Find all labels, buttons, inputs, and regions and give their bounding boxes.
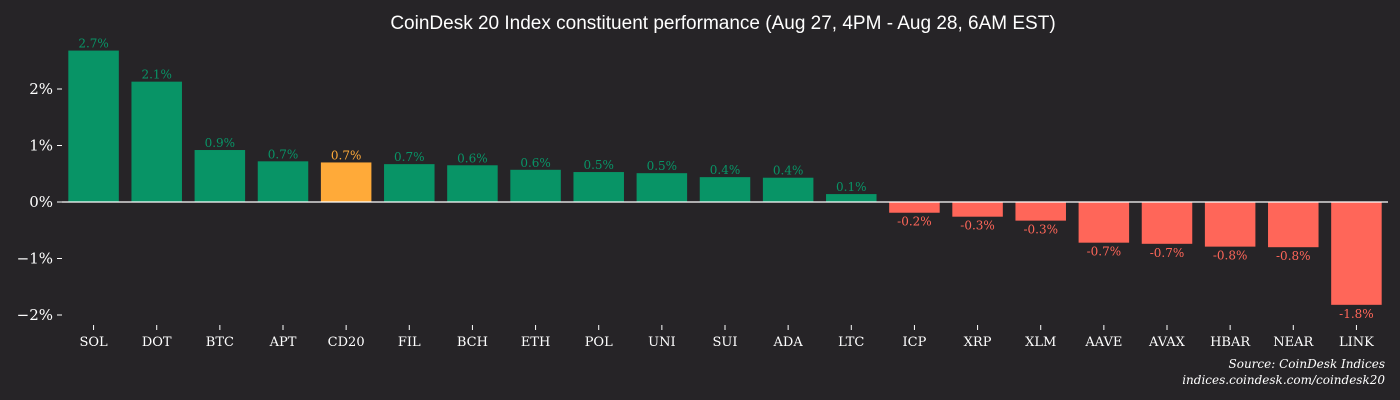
source-line-2: indices.coindesk.com/coindesk20 bbox=[1182, 373, 1385, 387]
data-label-sol: 2.7% bbox=[78, 37, 109, 51]
bar-pol bbox=[573, 172, 624, 202]
x-tick-label-icp: ICP bbox=[903, 335, 927, 350]
data-label-xrp: -0.3% bbox=[960, 219, 995, 233]
bar-bch bbox=[447, 165, 498, 202]
data-label-dot: 2.1% bbox=[141, 68, 172, 82]
x-tick-label-avax: AVAX bbox=[1148, 335, 1186, 350]
bar-ltc bbox=[826, 194, 877, 202]
bar-xrp bbox=[952, 202, 1003, 217]
y-tick-label: −1% bbox=[17, 250, 53, 268]
bar-avax bbox=[1141, 202, 1193, 244]
x-tick-label-aave: AAVE bbox=[1084, 335, 1122, 350]
data-label-eth: 0.6% bbox=[520, 156, 551, 170]
data-label-ltc: 0.1% bbox=[836, 180, 867, 194]
x-tick-label-apt: APT bbox=[269, 335, 297, 350]
bar-btc bbox=[194, 150, 246, 202]
bar-aave bbox=[1078, 202, 1130, 243]
x-tick-label-cd20: CD20 bbox=[328, 335, 365, 350]
y-axis: 2% 1% 0% −1% −2% bbox=[17, 80, 62, 324]
bar-sol bbox=[68, 50, 119, 202]
x-tick-label-dot: DOT bbox=[142, 335, 172, 350]
data-label-btc: 0.9% bbox=[205, 136, 236, 150]
bars-group bbox=[68, 50, 1382, 305]
x-axis: SOL DOT BTC APT CD20 FIL BCH ETH POL UNI SUI ADA LTC… bbox=[79, 325, 1374, 350]
bar-fil bbox=[384, 164, 435, 202]
source-line-1: Source: CoinDesk Indices bbox=[1229, 357, 1386, 371]
data-label-fil: 0.7% bbox=[394, 150, 425, 164]
bar-cd20 bbox=[320, 162, 372, 202]
x-tick-label-btc: BTC bbox=[206, 335, 234, 350]
x-tick-label-sui: SUI bbox=[713, 335, 738, 350]
x-tick-label-near: NEAR bbox=[1273, 335, 1314, 350]
x-tick-label-link: LINK bbox=[1339, 335, 1374, 350]
bar-eth bbox=[510, 169, 561, 202]
x-tick-label-hbar: HBAR bbox=[1210, 335, 1251, 350]
data-label-avax: -0.7% bbox=[1150, 246, 1185, 260]
data-label-pol: 0.5% bbox=[583, 158, 614, 172]
x-tick-label-ada: ADA bbox=[773, 335, 804, 350]
y-tick-label: 2% bbox=[29, 80, 53, 98]
y-tick-label: −2% bbox=[17, 306, 53, 324]
x-tick-label-xlm: XLM bbox=[1025, 335, 1056, 350]
bar-sui bbox=[699, 177, 751, 202]
bar-uni bbox=[636, 173, 688, 202]
data-label-aave: -0.7% bbox=[1087, 245, 1122, 259]
bar-apt bbox=[257, 161, 309, 202]
x-tick-label-fil: FIL bbox=[398, 335, 421, 350]
bar-near bbox=[1268, 202, 1319, 248]
data-label-bch: 0.6% bbox=[457, 151, 488, 165]
data-label-link: -1.8% bbox=[1339, 307, 1374, 321]
x-tick-label-eth: ETH bbox=[521, 335, 551, 350]
x-tick-label-xrp: XRP bbox=[964, 335, 992, 350]
y-tick-label: 1% bbox=[29, 137, 53, 155]
data-label-icp: -0.2% bbox=[897, 215, 932, 229]
bar-icp bbox=[889, 202, 940, 213]
bar-xlm bbox=[1015, 202, 1066, 221]
data-label-sui: 0.4% bbox=[710, 163, 741, 177]
data-labels-group: 2.7% 2.1% 0.9% 0.7% 0.7% 0.7% 0.6% 0.6% 0.5% 0.5%… bbox=[78, 37, 1373, 321]
data-label-xlm: -0.3% bbox=[1023, 223, 1058, 237]
x-tick-label-bch: BCH bbox=[457, 335, 488, 350]
x-tick-label-ltc: LTC bbox=[838, 335, 864, 350]
bar-hbar bbox=[1204, 202, 1256, 247]
bar-ada bbox=[762, 177, 814, 202]
bar-link bbox=[1331, 202, 1382, 305]
data-label-hbar: -0.8% bbox=[1213, 249, 1248, 263]
y-tick-label: 0% bbox=[29, 193, 53, 211]
x-tick-label-uni: UNI bbox=[648, 335, 675, 350]
x-tick-label-sol: SOL bbox=[79, 335, 108, 350]
data-label-uni: 0.5% bbox=[647, 159, 678, 173]
data-label-near: -0.8% bbox=[1276, 249, 1311, 263]
data-label-cd20: 0.7% bbox=[331, 148, 362, 162]
chart-title: CoinDesk 20 Index constituent performanc… bbox=[390, 13, 1055, 34]
bar-dot bbox=[131, 81, 182, 202]
data-label-ada: 0.4% bbox=[773, 164, 804, 178]
x-tick-label-pol: POL bbox=[585, 335, 613, 350]
data-label-apt: 0.7% bbox=[268, 147, 299, 161]
